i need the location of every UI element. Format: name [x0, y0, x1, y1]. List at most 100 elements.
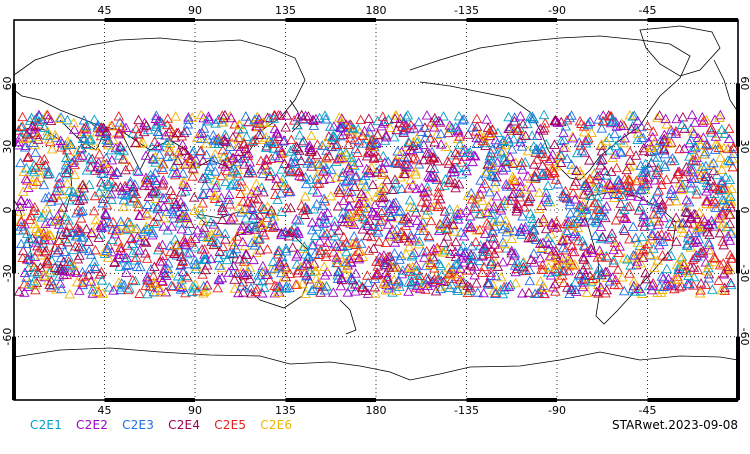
observation-marker	[343, 200, 355, 211]
lon-label-bottom: 45	[98, 404, 112, 417]
observation-marker	[656, 271, 668, 281]
observation-marker	[627, 283, 639, 294]
observation-marker	[386, 184, 398, 194]
observation-marker	[80, 120, 92, 131]
observation-marker	[588, 182, 599, 193]
observation-marker	[716, 184, 728, 194]
observation-marker	[701, 265, 712, 276]
observation-marker	[379, 259, 390, 270]
observation-marker	[432, 201, 443, 212]
observation-marker	[236, 280, 247, 291]
observation-marker	[333, 184, 344, 195]
observation-marker	[460, 247, 471, 258]
observation-marker	[116, 278, 127, 288]
observation-marker	[677, 111, 689, 122]
observation-marker	[55, 112, 67, 122]
observation-marker	[648, 209, 659, 219]
observation-marker	[33, 226, 44, 236]
observation-marker	[515, 181, 526, 191]
observation-marker	[198, 112, 209, 123]
observation-marker	[590, 197, 601, 208]
lat-label-right: -60	[738, 328, 750, 346]
observation-marker	[595, 281, 607, 292]
lon-label-top: -45	[639, 4, 657, 17]
observation-marker	[655, 135, 666, 146]
observation-marker	[476, 267, 488, 278]
observation-marker	[537, 237, 549, 247]
observation-marker	[145, 169, 156, 180]
observation-marker	[624, 233, 635, 244]
observation-marker	[562, 254, 573, 265]
observation-marker	[142, 124, 154, 135]
observation-marker	[89, 140, 100, 151]
observation-marker	[578, 126, 590, 137]
observation-marker	[621, 213, 632, 223]
observation-marker	[213, 252, 224, 262]
observation-marker	[722, 261, 733, 271]
observation-marker	[332, 154, 343, 164]
observation-marker	[146, 141, 158, 152]
observation-marker	[189, 205, 200, 215]
observation-marker	[438, 237, 450, 248]
observation-marker	[436, 269, 448, 280]
observation-marker	[209, 189, 221, 200]
observation-marker	[715, 109, 726, 120]
lat-label-right: 30	[738, 140, 750, 154]
observation-marker	[412, 280, 423, 290]
observation-marker	[564, 258, 576, 268]
lon-label-top: 180	[366, 4, 387, 17]
observation-marker	[312, 187, 323, 197]
observation-marker	[613, 189, 625, 199]
observation-marker	[195, 209, 207, 219]
observation-marker	[649, 137, 660, 147]
observation-marker	[491, 171, 502, 182]
observation-marker	[687, 144, 698, 154]
observation-marker	[531, 154, 543, 164]
observation-marker	[49, 129, 61, 140]
observation-marker	[450, 154, 462, 164]
observation-marker	[451, 259, 463, 269]
observation-marker	[485, 170, 497, 180]
observation-marker	[553, 273, 565, 283]
observation-marker	[353, 135, 364, 146]
observation-marker	[395, 205, 406, 215]
observation-marker	[211, 179, 222, 190]
observation-marker	[515, 136, 526, 147]
observation-marker	[539, 282, 550, 292]
observation-marker	[421, 245, 432, 256]
observation-marker	[422, 280, 434, 291]
observation-marker	[674, 282, 685, 292]
observation-marker	[217, 214, 228, 224]
observation-marker	[272, 287, 284, 297]
observation-marker	[41, 255, 53, 265]
observation-marker	[238, 138, 250, 148]
observation-marker	[81, 223, 92, 234]
observation-marker	[610, 149, 621, 159]
observation-marker	[260, 159, 271, 170]
observation-marker	[22, 281, 34, 291]
observation-marker	[704, 229, 715, 240]
observation-marker	[447, 213, 459, 223]
observation-marker	[483, 277, 495, 287]
observation-marker	[81, 124, 92, 134]
observation-marker	[223, 267, 235, 277]
observation-marker	[124, 178, 136, 189]
observation-marker	[286, 225, 297, 235]
observation-marker	[428, 152, 439, 162]
observation-marker	[384, 199, 395, 209]
observation-marker	[293, 215, 305, 225]
observation-marker	[628, 249, 639, 260]
observation-marker	[199, 244, 210, 254]
coast-europe-west	[713, 59, 739, 113]
observation-marker	[606, 232, 617, 242]
observation-marker	[30, 162, 42, 172]
observation-marker	[612, 264, 624, 274]
observation-marker	[239, 204, 250, 215]
observation-marker	[681, 161, 692, 172]
observation-markers	[12, 109, 740, 299]
observation-marker	[262, 212, 273, 223]
observation-marker	[484, 130, 496, 141]
observation-marker	[295, 155, 307, 166]
observation-marker	[407, 268, 418, 278]
